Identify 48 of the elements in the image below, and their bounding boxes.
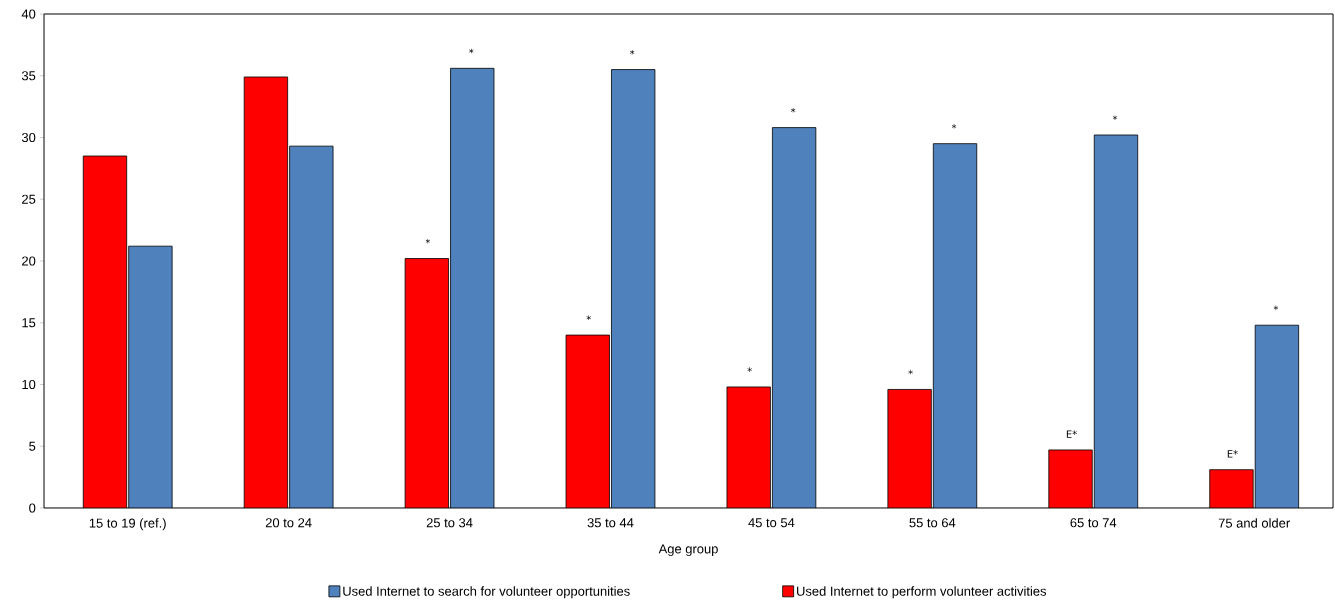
annotation: E* bbox=[1066, 430, 1077, 438]
x-tick-label: 25 to 34 bbox=[426, 518, 473, 528]
bar bbox=[726, 386, 771, 508]
bar bbox=[611, 69, 656, 508]
y-tick-label: 30 bbox=[21, 132, 36, 143]
annotation: * bbox=[425, 238, 431, 244]
bar bbox=[1254, 324, 1300, 508]
annotation: * bbox=[790, 108, 796, 113]
bar bbox=[450, 67, 495, 508]
bar bbox=[289, 145, 334, 508]
y-tick-label: 25 bbox=[22, 194, 36, 204]
y-tick-label: 40 bbox=[21, 9, 36, 19]
x-tick-label: 75 and older bbox=[1218, 518, 1290, 528]
annotation: * bbox=[1112, 115, 1118, 120]
x-tick-label: 35 to 44 bbox=[587, 518, 634, 528]
annotation: * bbox=[630, 49, 635, 55]
annotation: * bbox=[586, 315, 591, 321]
bar bbox=[128, 245, 173, 508]
bar bbox=[887, 389, 932, 508]
legend-label: Used Internet to search for volunteer opportunities bbox=[343, 586, 630, 599]
bar bbox=[404, 258, 449, 508]
bar bbox=[1048, 449, 1093, 508]
y-tick-label: 35 bbox=[21, 71, 36, 81]
x-tick-label: 65 to 74 bbox=[1070, 518, 1117, 528]
bar bbox=[932, 143, 978, 508]
bar bbox=[565, 334, 610, 508]
annotation: * bbox=[951, 124, 957, 129]
x-tick-label: 45 to 54 bbox=[748, 518, 795, 528]
annotation: E* bbox=[1227, 450, 1238, 458]
y-tick-label: 5 bbox=[29, 441, 36, 451]
x-tick-label: 20 to 24 bbox=[265, 518, 312, 528]
y-tick-label: 10 bbox=[22, 379, 36, 390]
bar bbox=[772, 127, 817, 508]
legend-label: Used Internet to perform volunteer activities bbox=[797, 586, 1047, 599]
y-tick-label: 15 bbox=[22, 318, 36, 328]
x-axis-title: Age group bbox=[658, 544, 718, 556]
x-tick-label: 15 to 19 (ref.) bbox=[89, 518, 166, 531]
bar bbox=[1093, 134, 1139, 508]
annotation: * bbox=[908, 369, 913, 375]
bar bbox=[1209, 469, 1254, 508]
y-tick-label: 0 bbox=[29, 503, 36, 513]
y-tick-label: 20 bbox=[22, 256, 36, 266]
bar bbox=[82, 155, 128, 508]
annotation: * bbox=[747, 367, 752, 372]
annotation: * bbox=[1273, 305, 1279, 311]
bar bbox=[243, 76, 289, 508]
annotation: * bbox=[469, 48, 474, 54]
x-tick-label: 55 to 64 bbox=[909, 518, 956, 528]
